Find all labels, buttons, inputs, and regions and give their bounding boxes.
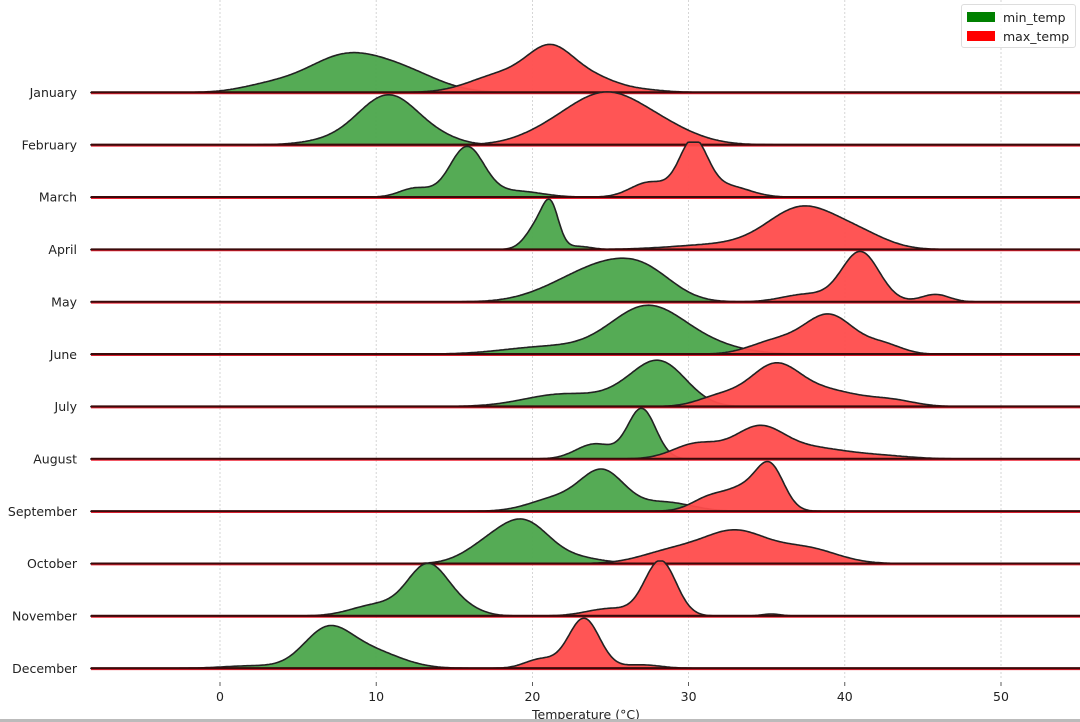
ridge-row-january [90, 43, 1080, 95]
legend: min_temp max_temp [961, 4, 1076, 48]
y-label-august: August [33, 451, 77, 466]
density-max_temp [90, 560, 1080, 617]
legend-swatch-min [967, 12, 995, 22]
density-max_temp [90, 141, 1080, 198]
y-label-december: December [12, 661, 78, 676]
density-min_temp [90, 468, 1080, 513]
density-max_temp [90, 91, 1080, 146]
density-max_temp [90, 617, 1080, 670]
x-tick-label: 50 [993, 689, 1009, 704]
density-min_temp [90, 359, 1080, 408]
ridge-row-march [90, 141, 1080, 199]
x-axis-label: Temperature (°C) [531, 707, 640, 722]
density-min_temp [90, 145, 1080, 198]
y-label-april: April [48, 242, 77, 257]
y-label-july: July [54, 399, 78, 414]
legend-item-max-temp: max_temp [967, 28, 1069, 44]
ridge-plots [90, 43, 1080, 671]
y-label-may: May [51, 294, 77, 309]
y-label-january: January [29, 85, 78, 100]
legend-label-max: max_temp [1003, 28, 1070, 44]
legend-swatch-max [967, 31, 995, 41]
ridge-row-june [90, 304, 1080, 356]
x-tick-label: 20 [524, 689, 540, 704]
ridge-row-april [90, 198, 1080, 252]
x-tick-label: 10 [368, 689, 384, 704]
density-min_temp [90, 407, 1080, 460]
ridge-row-february [90, 91, 1080, 147]
window-bottom-border [0, 719, 1080, 722]
density-min_temp [90, 562, 1080, 617]
legend-item-min-temp: min_temp [967, 9, 1066, 25]
density-max_temp [90, 205, 1080, 251]
density-max_temp [90, 43, 1080, 94]
y-label-march: March [39, 190, 77, 205]
x-tick-label: 30 [681, 689, 697, 704]
x-axis-ticks: 0 10 20 30 40 50 [216, 682, 1009, 704]
y-label-september: September [8, 504, 78, 519]
density-min_temp [90, 304, 1080, 356]
ridge-row-september [90, 460, 1080, 514]
y-label-june: June [49, 347, 78, 362]
y-label-october: October [27, 556, 78, 571]
y-label-november: November [12, 609, 78, 624]
ridge-row-august [90, 407, 1080, 461]
y-axis-labels: January February March April May June July Augu… [8, 85, 78, 676]
density-min_temp [90, 198, 1080, 251]
ridge-row-october [90, 518, 1080, 566]
y-label-february: February [22, 137, 78, 152]
legend-label-min: min_temp [1003, 9, 1066, 25]
x-tick-label: 40 [837, 689, 853, 704]
ridge-row-december [90, 617, 1080, 671]
ridge-row-november [90, 560, 1080, 618]
density-min_temp [90, 518, 1080, 565]
ridge-row-may [90, 250, 1080, 304]
x-tick-label: 0 [216, 689, 224, 704]
ridge-row-july [90, 359, 1080, 409]
